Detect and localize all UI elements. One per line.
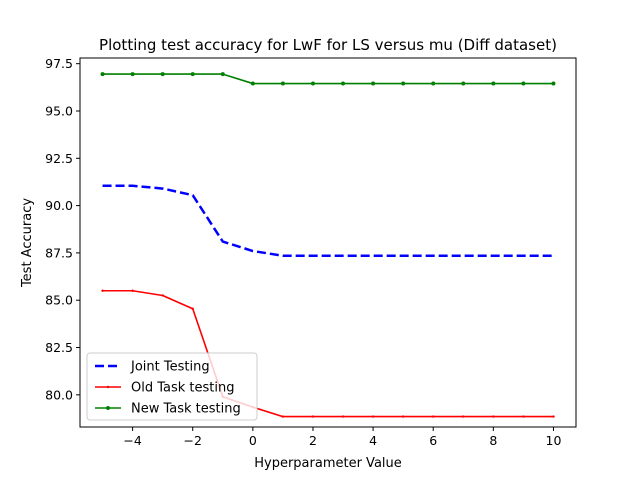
data-point-old-task-testing — [522, 415, 525, 418]
legend-label-old-task-testing: Old Task testing — [131, 381, 235, 396]
data-point-new-task-testing — [491, 81, 496, 86]
x-tick-label: 2 — [309, 433, 317, 448]
y-tick-label: 87.5 — [45, 245, 73, 260]
data-point-old-task-testing — [101, 289, 104, 292]
plot-area — [100, 72, 556, 418]
data-point-new-task-testing — [371, 81, 376, 86]
data-point-new-task-testing — [130, 72, 135, 77]
series-line-new-task-testing — [102, 73, 554, 85]
data-point-old-task-testing — [492, 415, 495, 418]
data-point-new-task-testing — [100, 72, 105, 77]
data-point-new-task-testing — [401, 81, 406, 86]
data-point-old-task-testing — [552, 415, 555, 418]
data-point-old-task-testing — [131, 289, 134, 292]
data-point-new-task-testing — [250, 81, 255, 86]
y-tick-label: 85.0 — [45, 293, 73, 308]
legend: Joint Testing Old Task testing New Task te… — [86, 352, 258, 421]
data-point-old-task-testing — [281, 415, 285, 418]
legend-label-new-task-testing: New Task testing — [131, 402, 241, 417]
x-tick-label: −4 — [123, 433, 141, 448]
x-tick-label: 4 — [369, 433, 377, 448]
legend-label-joint-testing: Joint Testing — [130, 360, 210, 375]
y-tick-label: 90.0 — [45, 198, 73, 213]
y-tick-label: 97.5 — [45, 56, 73, 71]
x-tick-label: 0 — [249, 433, 257, 448]
plot-frame — [79, 57, 577, 428]
data-point-old-task-testing — [191, 307, 194, 310]
y-tick-label: 92.5 — [45, 151, 73, 166]
data-point-old-task-testing — [341, 415, 345, 418]
legend-marker-old-task-testing — [106, 385, 110, 389]
y-tick-label: 95.0 — [45, 103, 73, 118]
data-point-new-task-testing — [190, 72, 195, 77]
data-point-new-task-testing — [461, 81, 466, 86]
y-axis-label: Test Accuracy — [20, 198, 35, 288]
data-point-new-task-testing — [310, 81, 315, 86]
series-line-old-task-testing — [102, 289, 554, 418]
data-point-old-task-testing — [462, 415, 465, 418]
x-tick-label: 6 — [429, 433, 437, 448]
data-point-new-task-testing — [551, 81, 556, 86]
data-point-old-task-testing — [371, 415, 375, 418]
data-point-new-task-testing — [280, 81, 285, 86]
y-tick-label: 82.5 — [45, 340, 73, 355]
data-point-new-task-testing — [341, 81, 346, 86]
data-point-new-task-testing — [160, 72, 165, 77]
chart-title: Plotting test accuracy for LwF for LS ve… — [99, 36, 557, 54]
data-point-old-task-testing — [401, 415, 405, 418]
x-tick-label: 10 — [546, 433, 562, 448]
data-point-new-task-testing — [431, 81, 436, 86]
legend-marker-new-task-testing — [106, 406, 110, 410]
x-axis-label: Hyperparameter Value — [254, 456, 402, 471]
data-point-new-task-testing — [220, 72, 225, 77]
data-point-new-task-testing — [521, 81, 526, 86]
data-point-old-task-testing — [161, 294, 164, 297]
data-point-old-task-testing — [432, 415, 435, 418]
x-tick-label: −2 — [184, 433, 202, 448]
y-axis: 80.0 82.5 85.0 87.5 90.0 92.5 95.0 97.5 — [45, 56, 80, 402]
data-point-old-task-testing — [311, 415, 315, 418]
y-tick-label: 80.0 — [45, 387, 73, 402]
x-axis: −4 −2 0 2 4 6 8 10 — [123, 427, 561, 448]
x-tick-label: 8 — [489, 433, 497, 448]
series-line-joint-testing — [102, 184, 554, 257]
legend-box — [86, 352, 258, 421]
